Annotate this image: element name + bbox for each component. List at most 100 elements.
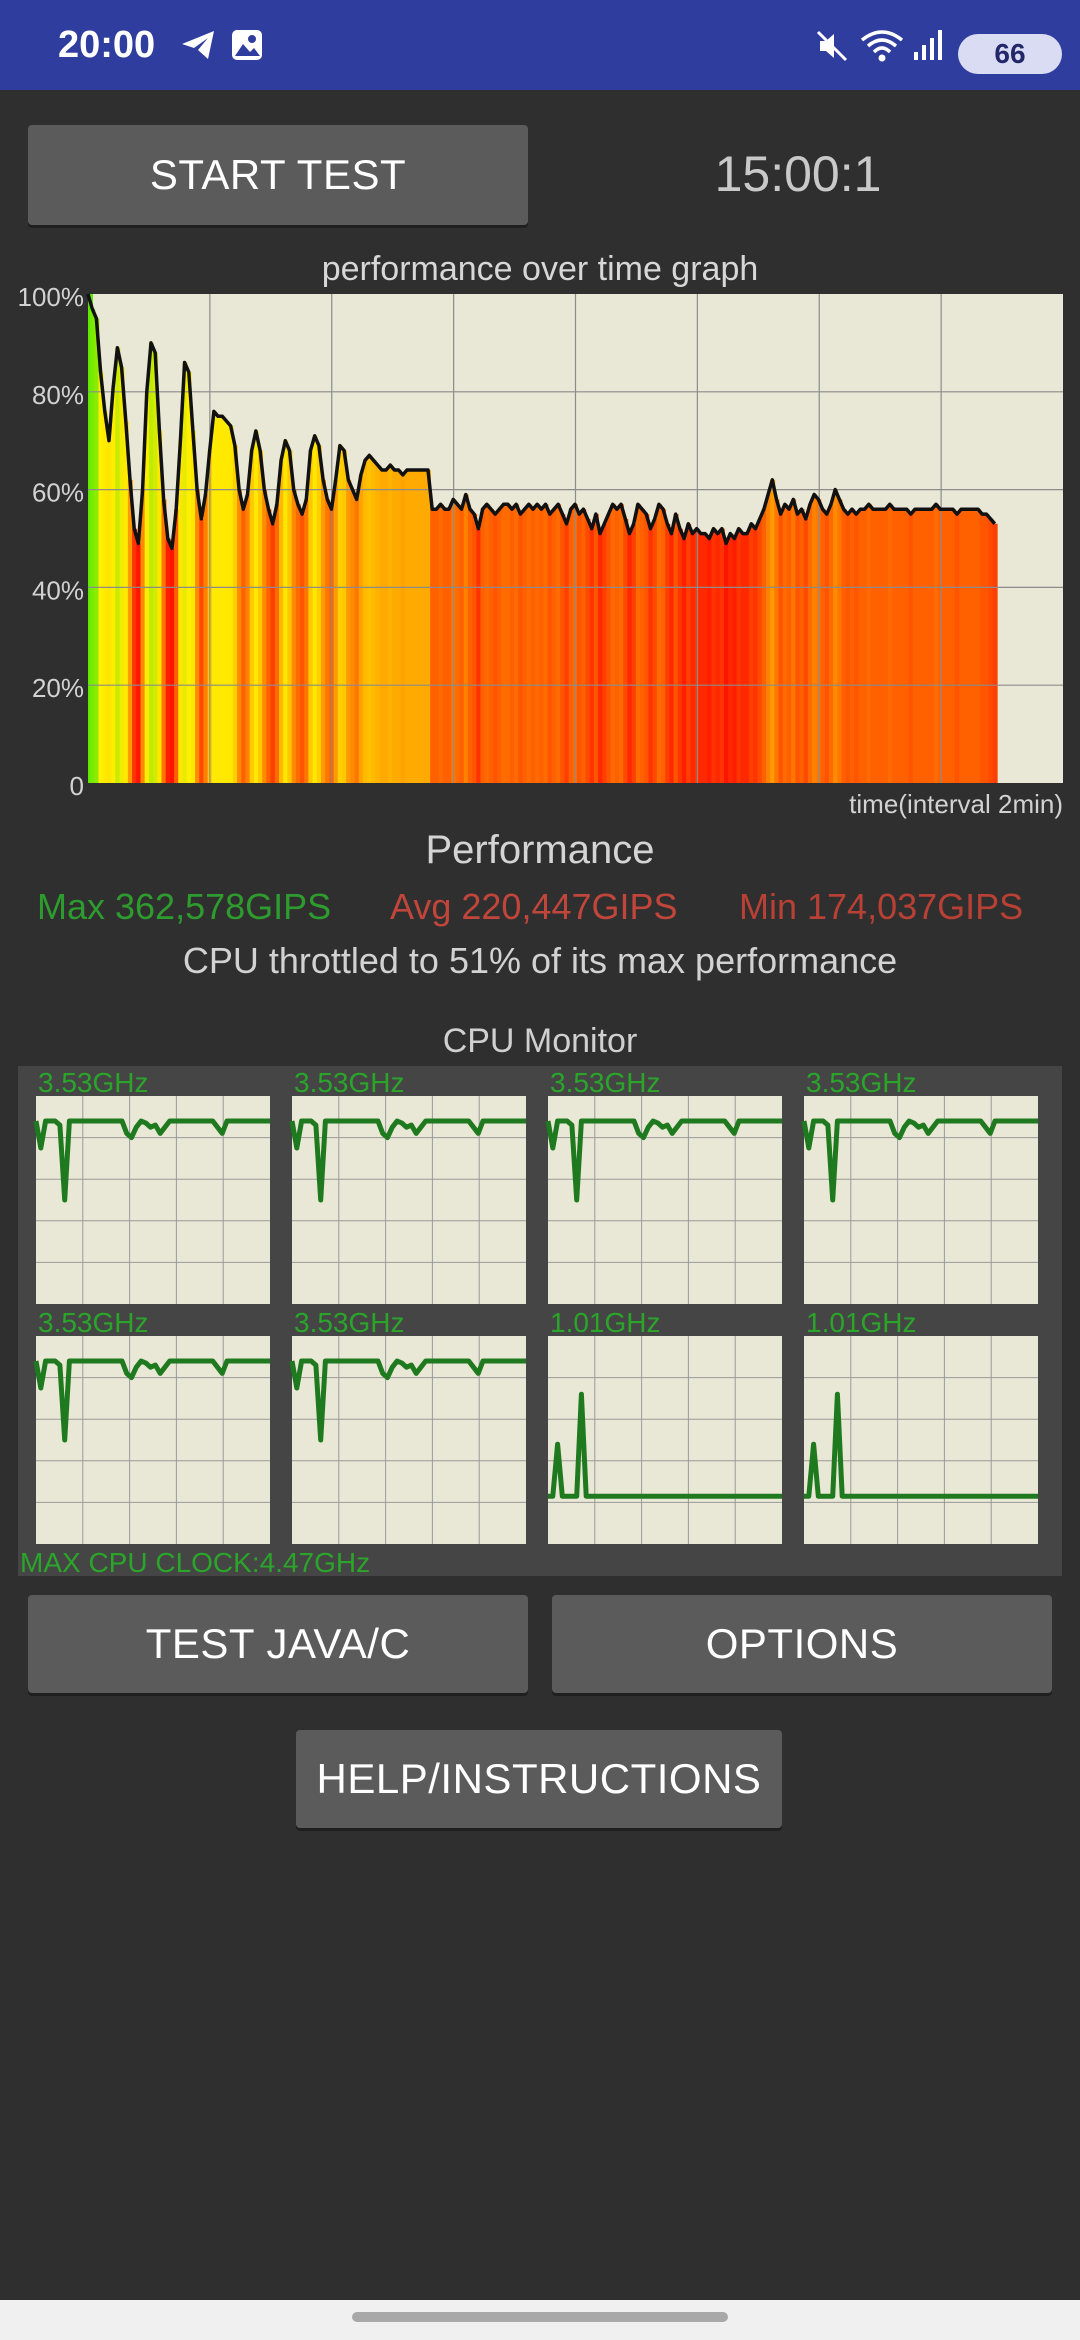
performance-bar xyxy=(959,509,965,783)
performance-bar xyxy=(917,509,923,783)
performance-bar xyxy=(908,514,914,783)
performance-bar xyxy=(509,509,515,783)
performance-bar xyxy=(337,445,343,783)
performance-bar xyxy=(308,450,314,783)
performance-graph: 100% 80% 60% 40% 20% 0 time(interval 2min) xyxy=(18,282,1063,819)
performance-bar xyxy=(253,430,259,783)
performance-bar xyxy=(165,538,171,783)
performance-bar xyxy=(862,509,868,783)
performance-bar xyxy=(358,474,364,783)
performance-bar xyxy=(249,450,255,783)
x-axis-label: time(interval 2min) xyxy=(849,789,1063,819)
performance-bar xyxy=(765,494,771,783)
performance-bar xyxy=(148,342,154,783)
graph-title: performance over time graph xyxy=(321,250,759,288)
performance-bar xyxy=(640,509,646,783)
performance-bar xyxy=(417,470,423,783)
performance-bar xyxy=(425,470,431,783)
performance-bar xyxy=(505,504,511,783)
performance-bar xyxy=(644,514,650,783)
performance-bar xyxy=(153,352,159,783)
performance-bar xyxy=(497,509,503,783)
performance-line xyxy=(86,293,997,551)
performance-bar xyxy=(161,499,167,783)
performance-bar xyxy=(925,509,931,783)
performance-bar xyxy=(971,509,977,783)
performance-bar xyxy=(174,509,180,783)
performance-bar xyxy=(295,504,301,783)
performance-bar xyxy=(530,509,536,783)
performance-bar xyxy=(299,514,305,783)
performance-bar xyxy=(929,509,935,783)
core-graph-bg xyxy=(292,1336,526,1544)
gesture-handle[interactable] xyxy=(352,2312,728,2322)
performance-bar xyxy=(287,450,293,783)
core-frequency-label: 1.01GHz xyxy=(550,1307,661,1338)
performance-bar xyxy=(551,509,557,783)
performance-bar xyxy=(946,509,952,783)
performance-bar xyxy=(883,509,889,783)
performance-bar xyxy=(795,514,801,783)
performance-bar xyxy=(543,504,549,783)
performance-bar xyxy=(547,514,553,783)
performance-bar xyxy=(132,528,138,783)
performance-bar xyxy=(413,470,419,783)
core-graph-bg xyxy=(292,1096,526,1304)
performance-bar xyxy=(803,518,809,783)
performance-bar xyxy=(304,499,310,783)
performance-bar xyxy=(778,514,784,783)
test-java-c-button[interactable]: TEST JAVA/C xyxy=(28,1595,528,1693)
performance-bar xyxy=(350,489,356,783)
performance-bar xyxy=(593,514,599,783)
performance-bar xyxy=(807,504,813,783)
performance-bar xyxy=(480,509,486,783)
wifi-icon xyxy=(860,28,904,69)
performance-bar xyxy=(434,509,440,783)
y-tick-label: 40% xyxy=(32,575,84,605)
performance-bar xyxy=(119,367,125,783)
performance-bar xyxy=(362,460,368,783)
performance-bar xyxy=(761,509,767,783)
core-usage-line xyxy=(801,1118,1038,1203)
performance-bar xyxy=(845,514,851,783)
options-button[interactable]: OPTIONS xyxy=(552,1595,1052,1693)
performance-bar xyxy=(560,514,566,783)
performance-bar xyxy=(224,421,230,783)
performance-bar xyxy=(216,416,222,783)
core-frequency-label: 3.53GHz xyxy=(38,1067,149,1098)
performance-bar xyxy=(123,421,129,783)
avg-stat: Avg 220,447GIPS xyxy=(390,886,678,927)
core-graph-bg xyxy=(548,1336,782,1544)
core-usage-line xyxy=(33,1358,270,1443)
performance-bar xyxy=(367,455,373,783)
performance-bar xyxy=(442,509,448,783)
performance-bar xyxy=(702,533,708,783)
performance-bar xyxy=(467,509,473,783)
performance-bar xyxy=(245,494,251,783)
performance-bar xyxy=(291,489,297,783)
performance-bar xyxy=(610,504,616,783)
performance-bar xyxy=(891,509,897,783)
performance-bar xyxy=(316,445,322,783)
core-graph-bg xyxy=(804,1096,1038,1304)
performance-bar xyxy=(975,509,981,783)
start-test-button[interactable]: START TEST xyxy=(28,125,528,225)
performance-bar xyxy=(211,411,217,783)
performance-bar xyxy=(341,450,347,783)
help-instructions-button[interactable]: HELP/INSTRUCTIONS xyxy=(296,1730,782,1828)
performance-bar xyxy=(849,509,855,783)
performance-bar xyxy=(203,494,209,783)
performance-bar xyxy=(841,509,847,783)
performance-bar xyxy=(535,504,541,783)
core-frequency-label: 1.01GHz xyxy=(806,1307,917,1338)
core-frequency-label: 3.53GHz xyxy=(806,1067,917,1098)
cpu-monitor-panel: 3.53GHz 3.53GHz 3.53GHz 3.53GHz 3.53GHz 3.53G… xyxy=(18,1066,1062,1576)
core-usage-line xyxy=(804,1391,1038,1499)
performance-bar xyxy=(111,386,117,783)
performance-bar xyxy=(274,504,280,783)
performance-bar xyxy=(980,514,986,783)
performance-bar xyxy=(837,499,843,783)
performance-bar xyxy=(950,509,956,783)
core-frequency-label: 3.53GHz xyxy=(38,1307,149,1338)
performance-bar xyxy=(186,372,192,783)
